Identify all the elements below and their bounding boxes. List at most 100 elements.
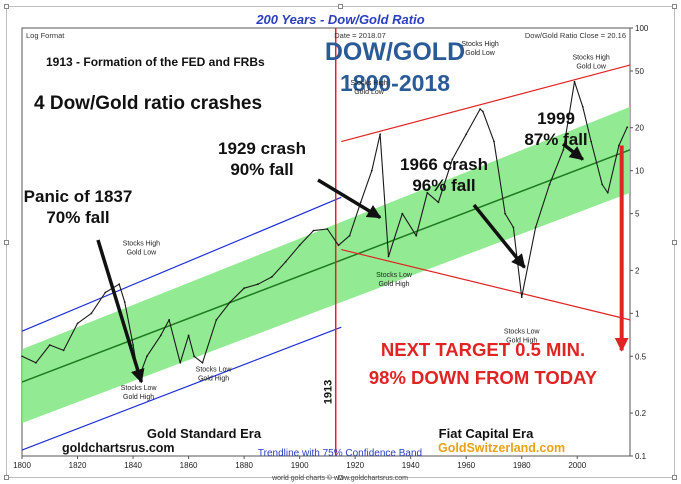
fed-note: 1913 - Formation of the FED and FRBs (46, 55, 265, 69)
data-point (62, 349, 65, 352)
y-tick-label: 2 (635, 266, 640, 275)
data-point (348, 234, 351, 237)
data-point (193, 355, 196, 358)
data-point (573, 80, 576, 83)
red-channel-lower (341, 248, 631, 321)
data-point (168, 318, 171, 321)
stocks-gold-label: Gold High (378, 281, 409, 288)
data-point (626, 126, 629, 129)
marker-1913-label: 1913 (323, 380, 335, 404)
x-tick-label: 1880 (235, 461, 253, 470)
stocks-gold-label: Stocks Low (196, 367, 233, 374)
stocks-gold-label: Gold Low (354, 89, 385, 96)
resize-handle[interactable] (672, 240, 677, 245)
y-tick-label: 0.5 (635, 352, 647, 361)
stocks-gold-label: Gold High (506, 338, 537, 345)
stocks-gold-label: Stocks High (350, 80, 387, 87)
data-point (465, 133, 468, 136)
data-point (370, 169, 373, 172)
annotation-c1999: 1999 (537, 109, 575, 128)
x-tick-label: 1800 (13, 461, 31, 470)
resize-handle[interactable] (4, 4, 9, 9)
data-point (493, 140, 495, 143)
confidence-band (22, 106, 630, 424)
data-point (415, 234, 418, 237)
resize-handle[interactable] (4, 240, 9, 245)
data-point (243, 287, 246, 290)
data-point (132, 344, 134, 346)
headline: DOW/GOLD (325, 38, 465, 66)
resize-handle[interactable] (338, 4, 343, 9)
y-tick-label: 50 (635, 67, 644, 76)
headline-range: 1800-2018 (340, 70, 450, 96)
target-text: 98% DOWN FROM TODAY (369, 367, 598, 388)
blue-channel-upper (21, 196, 342, 332)
era-label-fiat: Fiat Capital Era (439, 426, 534, 441)
subtitle-center: Date = 2018.07 (334, 31, 386, 40)
crashes-note: 4 Dow/Gold ratio crashes (34, 93, 262, 114)
data-point (90, 312, 93, 315)
data-point (48, 344, 51, 346)
watermark-right: GoldSwitzerland.com (438, 441, 565, 455)
resize-handle[interactable] (672, 475, 677, 480)
y-tick-label: 10 (635, 167, 644, 176)
data-point (257, 283, 259, 286)
x-tick-label: 1920 (346, 461, 364, 470)
data-point (590, 140, 593, 143)
data-point (387, 255, 390, 258)
resize-handle[interactable] (672, 4, 677, 9)
annotation-arrow-c1999 (561, 142, 584, 161)
x-tick-label: 1820 (69, 461, 87, 470)
stocks-gold-label: Stocks High (123, 240, 160, 247)
data-point (451, 158, 454, 161)
resize-handle[interactable] (338, 475, 343, 480)
data-point (479, 108, 481, 111)
footer-credit: world gold charts © www.goldchartsrus.co… (271, 474, 408, 482)
data-point (401, 212, 404, 215)
data-point (159, 334, 162, 337)
annotation-c1929: 1929 crash (218, 139, 306, 158)
annotation-c1966: 1966 crash (400, 155, 488, 174)
data-point (284, 260, 287, 263)
data-point (504, 212, 506, 215)
data-point (512, 226, 515, 229)
watermark-left: goldchartsrus.com (62, 441, 175, 455)
x-tick-label: 1940 (402, 461, 420, 470)
x-tick-label: 1980 (513, 461, 531, 470)
data-point (76, 322, 79, 325)
data-point (270, 276, 273, 278)
target-text: NEXT TARGET 0.5 MIN. (381, 339, 585, 360)
data-point (437, 201, 440, 204)
stocks-gold-label: Stocks Low (376, 272, 413, 279)
era-label-gold-standard: Gold Standard Era (147, 426, 262, 441)
stocks-gold-label: Gold Low (465, 50, 496, 57)
data-point (21, 355, 23, 358)
chart-title: 200 Years - Dow/Gold Ratio (256, 12, 425, 27)
red-channel-upper (341, 64, 631, 143)
subtitle-right: Dow/Gold Ratio Close = 20.16 (525, 31, 626, 40)
data-point (201, 361, 204, 364)
stocks-gold-label: Gold High (198, 376, 229, 383)
y-tick-label: 5 (635, 210, 640, 219)
x-tick-label: 1840 (124, 461, 142, 470)
data-point (481, 110, 484, 113)
data-point (229, 301, 232, 303)
data-point (146, 355, 148, 358)
y-tick-label: 0.2 (635, 409, 647, 418)
data-point (601, 183, 604, 186)
y-tick-label: 100 (635, 24, 649, 33)
x-tick-label: 1900 (291, 461, 309, 470)
data-point (562, 148, 565, 151)
data-point (359, 201, 362, 204)
x-tick-label: 2000 (568, 461, 586, 470)
annotation-c1929: 90% fall (230, 160, 293, 179)
stocks-gold-label: Stocks High (461, 41, 498, 48)
data-point (34, 361, 37, 364)
annotation-arrow-c1966 (472, 203, 526, 269)
y-tick-label: 20 (635, 124, 644, 133)
y-tick-label: 1 (635, 309, 640, 318)
resize-handle[interactable] (4, 475, 9, 480)
data-point (534, 226, 537, 229)
stocks-gold-label: Stocks High (572, 55, 609, 62)
x-tick-label: 1960 (457, 461, 475, 470)
